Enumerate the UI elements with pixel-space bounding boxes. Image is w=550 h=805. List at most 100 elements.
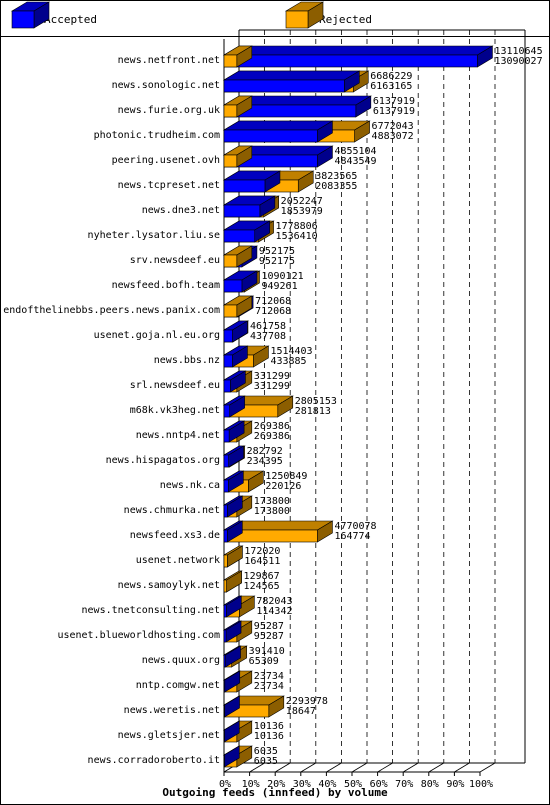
value-label-total: 1250849 [265,471,307,482]
value-label-accepted: 10136 [254,731,284,742]
value-label-accepted: 18647 [286,706,316,717]
value-label-total: 6772043 [372,121,414,132]
accepted-bar [222,695,241,718]
bar-front-face [223,104,238,118]
rejected-bar [222,570,243,593]
value-label-total: 331299 [254,371,290,382]
row-label: news.furie.org.uk [118,105,220,116]
accepted-bar [222,520,244,543]
grid-floor-line [454,762,470,773]
accepted-bar [222,495,244,518]
bar-front-face [223,654,226,668]
value-label-accepted: 13090027 [494,56,542,67]
value-label-total: 95287 [254,621,284,632]
row-label: peering.usenet.ovh [112,155,220,166]
accepted-bar [222,620,243,643]
value-label-total: 952175 [259,246,295,257]
value-label-accepted: 433885 [270,356,306,367]
grid-floor-line [428,762,445,773]
bar-front-face [223,604,227,618]
bar-front-face [285,10,309,29]
accepted-bar [222,320,249,343]
row-label: news.sonologic.net [112,80,220,91]
value-label-accepted: 331299 [254,381,290,392]
accepted-bar [222,645,242,668]
row-label: usenet.goja.nl.eu.org [94,330,220,341]
value-label-accepted: 6035 [254,756,278,767]
row-label: news.samoylyk.net [118,580,220,591]
bar-front-face [223,754,225,768]
value-label-total: 172020 [244,546,280,557]
value-label-total: 13110645 [494,46,542,57]
legend-label-rejected: Rejected [319,13,372,26]
value-label-total: 782043 [256,596,292,607]
row-label: srv.newsdeef.eu [130,255,220,266]
grid-floor-line [402,762,419,773]
rejected-bar [222,295,253,318]
bar-top-face [222,120,334,131]
value-label-total: 461758 [250,321,286,332]
row-label: news.tcpreset.net [118,180,220,191]
bar-front-face [223,279,243,293]
bar-front-face [223,54,478,68]
legend-swatch-accepted [10,1,51,29]
accepted-bar [222,120,334,143]
row-label: news.netfront.net [118,55,220,66]
row-label: news.nntp4.net [136,430,220,441]
value-label-accepted: 712068 [255,306,291,317]
bar-front-face [223,179,266,193]
chart-title: Outgoing feeds (innfeed) by volume [162,786,388,799]
value-label-accepted: 6163165 [370,81,412,92]
value-label-total: 4855104 [334,146,376,157]
value-label-accepted: 164511 [244,556,280,567]
row-label: usenet.network [136,555,220,566]
legend-item-rejected: Rejected [284,1,372,29]
bar-front-face [223,204,261,218]
accepted-bar [222,270,259,293]
row-label: nyheter.lysator.liu.se [88,230,220,241]
x-tick-label: 20% [267,779,285,790]
bar-front-face [223,554,228,568]
row-label: endofthelinebbs.peers.news.panix.com [3,305,220,316]
value-label-accepted: 95287 [254,631,284,642]
x-tick-label: 30% [293,779,311,790]
value-label-accepted: 220126 [265,481,301,492]
value-label-total: 4770078 [334,521,376,532]
row-label: news.tnetconsulting.net [82,605,220,616]
bar-front-face [223,679,226,693]
value-label-accepted: 6137919 [373,106,415,117]
value-label-total: 6137919 [373,96,415,107]
bar-front-face [223,79,345,93]
bar-front-face [223,229,256,243]
grid-floor-line [300,762,317,773]
bar-top-face [222,45,494,56]
bar-front-face [223,129,318,143]
value-label-accepted: 1853979 [281,206,323,217]
x-tick-label: 0% [219,779,231,790]
accepted-bar [222,370,247,393]
row-label: news.bbs.nz [154,355,220,366]
value-label-accepted: 65309 [249,656,279,667]
x-tick-label: 70% [395,779,413,790]
accepted-bar [222,220,271,243]
grid-floor-line [249,762,265,773]
row-label: news.gletsjer.net [118,730,220,741]
value-label-total: 23734 [254,671,284,682]
row-label: m68k.vk3heg.net [130,405,220,416]
